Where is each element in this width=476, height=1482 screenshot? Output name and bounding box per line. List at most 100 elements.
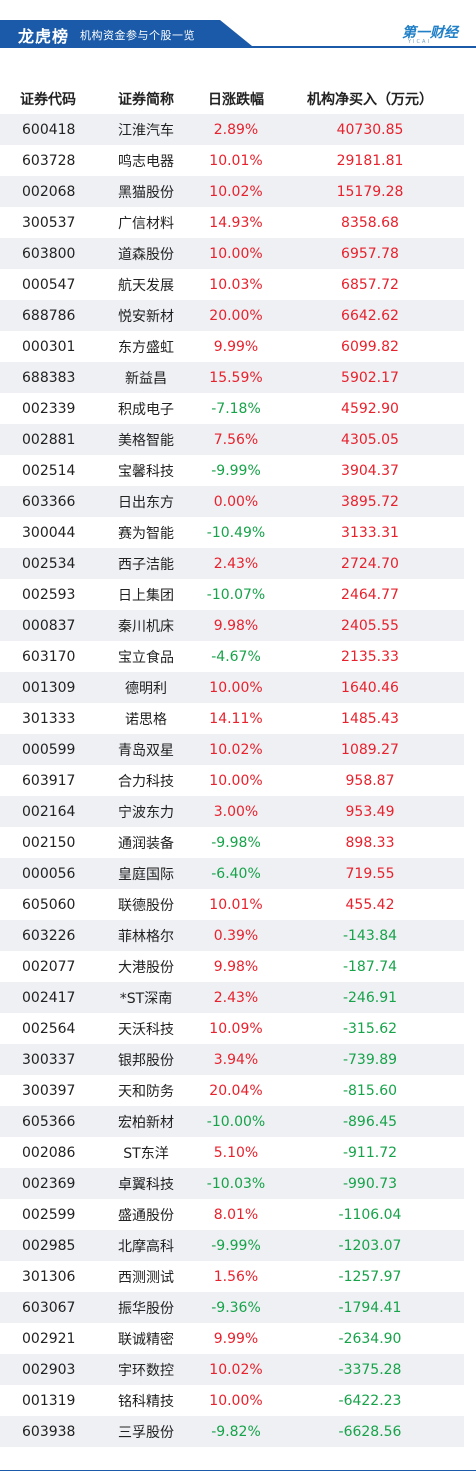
cell-code: 002369 — [22, 1175, 76, 1192]
cell-code: 002514 — [22, 462, 76, 479]
cell-name: 宝立食品 — [118, 649, 174, 666]
cell-name: 大港股份 — [118, 959, 174, 976]
cell-change: 9.99% — [213, 1330, 259, 1347]
table-row: 603366 日出东方 0.00% 3895.72 — [0, 486, 464, 517]
cell-change: 10.02% — [209, 183, 263, 200]
cell-name: 道森股份 — [118, 246, 174, 263]
cell-code: 301333 — [22, 710, 76, 727]
cell-name: 东方盛虹 — [118, 339, 174, 356]
cell-net-buy: 29181.81 — [336, 152, 404, 169]
cell-code: 300397 — [22, 1082, 76, 1099]
cell-code: 300337 — [22, 1051, 76, 1068]
cell-code: 001309 — [22, 679, 76, 696]
cell-code: 002150 — [22, 834, 76, 851]
table-row: 002593 日上集团 -10.07% 2464.77 — [0, 579, 464, 610]
cell-name: ST东洋 — [123, 1145, 169, 1162]
table-row: 300537 广信材料 14.93% 8358.68 — [0, 207, 464, 238]
cell-net-buy: 898.33 — [345, 834, 395, 851]
header-divider — [0, 46, 476, 48]
header-code: 证券代码 — [20, 92, 76, 108]
cell-change: -9.99% — [211, 462, 261, 479]
cell-net-buy: 1485.43 — [341, 710, 399, 727]
table-row: 000599 青岛双星 10.02% 1089.27 — [0, 734, 464, 765]
cell-code: 002985 — [22, 1237, 76, 1254]
cell-net-buy: 958.87 — [345, 772, 395, 789]
cell-code: 603800 — [22, 245, 76, 262]
table-row: 001309 德明利 10.00% 1640.46 — [0, 672, 464, 703]
cell-change: 10.02% — [209, 1361, 263, 1378]
cell-name: 诺思格 — [125, 711, 167, 728]
cell-net-buy: -1794.41 — [338, 1299, 402, 1316]
table-row: 300044 赛为智能 -10.49% 3133.31 — [0, 517, 464, 548]
table-row: 002985 北摩高科 -9.99% -1203.07 — [0, 1230, 464, 1261]
cell-change: 15.59% — [209, 369, 263, 386]
cell-name: 日出东方 — [118, 494, 174, 511]
cell-code: 603728 — [22, 152, 76, 169]
page-header: 龙虎榜 机构资金参与个股一览 第一财经 YICAI — [0, 0, 476, 48]
cell-change: -10.49% — [206, 524, 266, 541]
cell-change: 0.00% — [213, 493, 259, 510]
cell-net-buy: -187.74 — [342, 958, 398, 975]
cell-name: 北摩高科 — [118, 1238, 174, 1255]
table-row: 002086 ST东洋 5.10% -911.72 — [0, 1137, 464, 1168]
cell-change: 14.93% — [209, 214, 263, 231]
cell-name: 菲林格尔 — [118, 928, 174, 945]
cell-change: 10.03% — [209, 276, 263, 293]
cell-code: 001319 — [22, 1392, 76, 1409]
table-row: 002417 *ST深南 2.43% -246.91 — [0, 982, 464, 1013]
cell-name: 日上集团 — [118, 587, 174, 604]
table-row: 002903 宇环数控 10.02% -3375.28 — [0, 1354, 464, 1385]
cell-name: 西子洁能 — [118, 556, 174, 573]
table-row: 002068 黑猫股份 10.02% 15179.28 — [0, 176, 464, 207]
cell-name: 宏柏新材 — [118, 1114, 174, 1131]
table-row: 000547 航天发展 10.03% 6857.72 — [0, 269, 464, 300]
cell-change: 9.98% — [213, 958, 259, 975]
cell-name: 铭科精技 — [118, 1393, 174, 1410]
table-row: 001319 铭科精技 10.00% -6422.23 — [0, 1385, 464, 1416]
cell-net-buy: -1203.07 — [338, 1237, 402, 1254]
cell-change: 20.00% — [209, 307, 263, 324]
cell-net-buy: 8358.68 — [341, 214, 399, 231]
table-row: 002164 宁波东力 3.00% 953.49 — [0, 796, 464, 827]
cell-net-buy: -6628.56 — [338, 1423, 402, 1440]
table-row: 002514 宝馨科技 -9.99% 3904.37 — [0, 455, 464, 486]
cell-net-buy: 953.49 — [345, 803, 395, 820]
cell-change: -4.67% — [211, 648, 261, 665]
cell-net-buy: -815.60 — [342, 1082, 398, 1099]
cell-change: 3.94% — [213, 1051, 259, 1068]
cell-name: 鸣志电器 — [118, 153, 174, 170]
cell-net-buy: -990.73 — [342, 1175, 398, 1192]
cell-net-buy: 719.55 — [345, 865, 395, 882]
cell-change: -9.36% — [211, 1299, 261, 1316]
table-row: 688786 悦安新材 20.00% 6642.62 — [0, 300, 464, 331]
cell-net-buy: -1257.97 — [338, 1268, 402, 1285]
cell-net-buy: -315.62 — [342, 1020, 398, 1037]
table-row: 002599 盛通股份 8.01% -1106.04 — [0, 1199, 464, 1230]
cell-name: 天沃科技 — [118, 1021, 174, 1038]
header-net-buy: 机构净买入（万元） — [307, 92, 433, 108]
cell-change: -10.07% — [206, 586, 266, 603]
cell-name: 联德股份 — [118, 897, 174, 914]
cell-code: 603366 — [22, 493, 76, 510]
table-row: 600418 江淮汽车 2.89% 40730.85 — [0, 114, 464, 145]
cell-net-buy: 6857.72 — [341, 276, 399, 293]
table-row: 002564 天沃科技 10.09% -315.62 — [0, 1013, 464, 1044]
cell-net-buy: 3904.37 — [341, 462, 399, 479]
cell-change: 10.02% — [209, 741, 263, 758]
cell-name: 宁波东力 — [118, 804, 174, 821]
cell-name: 联诚精密 — [118, 1331, 174, 1348]
cell-net-buy: 4305.05 — [341, 431, 399, 448]
cell-net-buy: -739.89 — [342, 1051, 398, 1068]
cell-name: 航天发展 — [118, 277, 174, 294]
logo-subtext: YICAI — [408, 39, 431, 45]
table-row: 603728 鸣志电器 10.01% 29181.81 — [0, 145, 464, 176]
cell-change: 10.00% — [209, 679, 263, 696]
cell-code: 002534 — [22, 555, 76, 572]
cell-code: 002086 — [22, 1144, 76, 1161]
table-row: 603170 宝立食品 -4.67% 2135.33 — [0, 641, 464, 672]
cell-code: 002921 — [22, 1330, 76, 1347]
cell-name: 赛为智能 — [118, 525, 174, 542]
table-row: 002077 大港股份 9.98% -187.74 — [0, 951, 464, 982]
cell-net-buy: 6099.82 — [341, 338, 399, 355]
brand-logo: 第一财经 YICAI — [402, 22, 458, 46]
